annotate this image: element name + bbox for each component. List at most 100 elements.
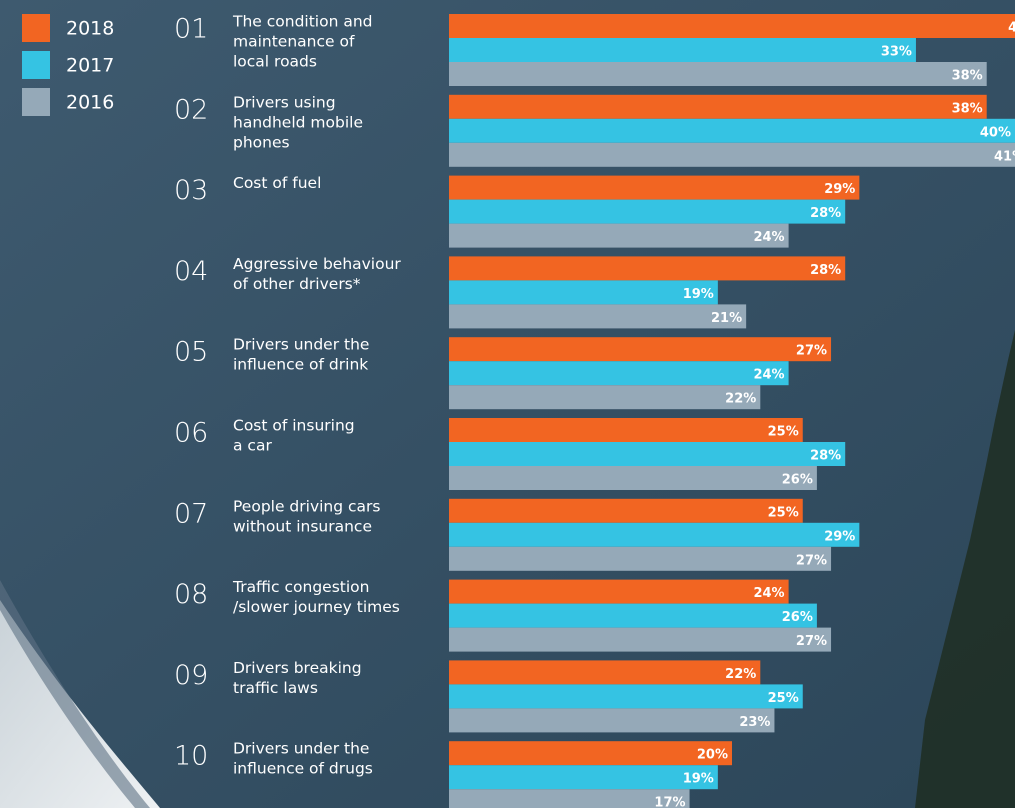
category-number: 08 xyxy=(174,579,208,610)
bar xyxy=(449,442,846,466)
category-label: Cost of insuring xyxy=(233,417,355,435)
bar xyxy=(449,789,690,808)
value-label: 41% xyxy=(994,149,1015,164)
bar xyxy=(449,603,817,628)
bar xyxy=(449,684,803,709)
value-label: 33% xyxy=(881,45,912,60)
value-label: 26% xyxy=(782,473,813,488)
value-label: 28% xyxy=(810,206,841,221)
bar xyxy=(449,14,1015,38)
value-label: 38% xyxy=(952,101,983,116)
category-number: 07 xyxy=(174,498,208,529)
value-label: 20% xyxy=(697,748,728,763)
category-label: without insurance xyxy=(233,517,372,535)
value-label: 24% xyxy=(753,586,784,601)
legend-swatch xyxy=(22,88,50,116)
bar xyxy=(449,142,1015,167)
bar xyxy=(449,385,761,410)
legend-swatch xyxy=(22,51,50,79)
value-label: 40% xyxy=(980,125,1011,140)
bar xyxy=(449,280,718,305)
value-label: 42% xyxy=(1008,21,1015,36)
bar xyxy=(449,708,775,733)
category-label: phones xyxy=(233,133,290,151)
category-label: a car xyxy=(233,437,272,455)
value-label: 24% xyxy=(753,368,784,383)
bar xyxy=(449,546,832,571)
bar xyxy=(449,337,832,362)
category-label: traffic laws xyxy=(233,679,318,697)
bar xyxy=(449,223,789,248)
tree-silhouette xyxy=(915,330,1015,808)
bar xyxy=(449,199,846,224)
value-label: 23% xyxy=(739,715,770,730)
bar xyxy=(449,765,718,790)
bar xyxy=(449,304,747,329)
value-label: 17% xyxy=(654,796,685,808)
chart-layer: 2018 2017 2016 01 The condition and maintenan… xyxy=(22,13,1015,808)
bar xyxy=(449,522,860,547)
category-number: 02 xyxy=(174,94,208,125)
value-label: 27% xyxy=(796,553,827,568)
category-label: People driving cars xyxy=(233,497,380,515)
category-label: influence of drugs xyxy=(233,760,373,778)
value-label: 25% xyxy=(768,691,799,706)
category-number: 03 xyxy=(174,175,208,206)
category-number: 01 xyxy=(174,14,208,45)
value-label: 27% xyxy=(796,634,827,649)
legend-label: 2018 xyxy=(66,18,114,40)
category-label: Drivers under the xyxy=(233,740,369,758)
category-number: 06 xyxy=(174,418,208,449)
value-label: 21% xyxy=(711,311,742,326)
legend-label: 2016 xyxy=(66,92,114,114)
category-label: of other drivers* xyxy=(233,275,361,293)
category-label: Drivers using xyxy=(233,93,336,111)
bar xyxy=(449,118,1015,143)
bar xyxy=(449,38,916,62)
bar xyxy=(449,498,803,523)
bar xyxy=(449,579,789,604)
category-label: handheld mobile xyxy=(233,113,363,131)
bar xyxy=(449,361,789,386)
legend-label: 2017 xyxy=(66,55,114,77)
value-label: 28% xyxy=(810,449,841,464)
bar xyxy=(449,62,987,86)
value-label: 19% xyxy=(683,772,714,787)
category-label: influence of drink xyxy=(233,356,368,374)
category-label: Cost of fuel xyxy=(233,174,321,192)
value-label: 38% xyxy=(952,69,983,84)
bar xyxy=(449,94,987,119)
bar xyxy=(449,627,832,652)
bar xyxy=(449,418,803,442)
value-label: 25% xyxy=(768,505,799,520)
category-number: 04 xyxy=(174,256,208,287)
value-label: 22% xyxy=(725,392,756,407)
category-number: 10 xyxy=(174,741,208,772)
value-label: 26% xyxy=(782,610,813,625)
category-label: maintenance of xyxy=(233,33,355,51)
value-label: 27% xyxy=(796,344,827,359)
value-label: 19% xyxy=(683,287,714,302)
legend-swatch xyxy=(22,14,50,42)
value-label: 29% xyxy=(824,529,855,544)
value-label: 28% xyxy=(810,263,841,278)
category-label: Drivers breaking xyxy=(233,659,362,677)
value-label: 25% xyxy=(768,425,799,440)
category-label: /slower journey times xyxy=(233,598,400,616)
value-label: 29% xyxy=(824,182,855,197)
bar xyxy=(449,256,846,281)
category-label: Aggressive behaviour xyxy=(233,255,401,273)
value-label: 22% xyxy=(725,667,756,682)
bar xyxy=(449,466,817,490)
road-shape xyxy=(0,600,160,808)
category-number: 09 xyxy=(174,660,208,691)
category-label: local roads xyxy=(233,53,317,71)
category-label: Traffic congestion xyxy=(232,578,369,596)
category-label: Drivers under the xyxy=(233,336,369,354)
category-label: The condition and xyxy=(232,13,373,31)
bar xyxy=(449,175,860,200)
value-label: 24% xyxy=(753,230,784,245)
bar xyxy=(449,741,732,766)
